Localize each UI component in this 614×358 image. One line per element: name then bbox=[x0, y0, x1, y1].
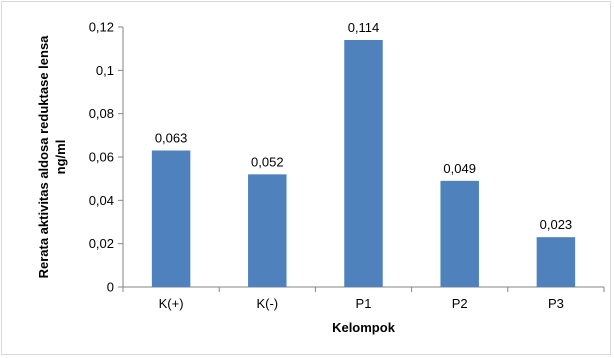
y-tick-label: 0,06 bbox=[89, 150, 114, 165]
y-axis-title-line2: ng/ml bbox=[53, 140, 68, 175]
x-tick-label: P2 bbox=[452, 296, 468, 311]
data-labels: 0,063 0,052 0,114 0,049 0,023 bbox=[155, 20, 572, 232]
y-tick-label: 0,04 bbox=[89, 193, 114, 208]
bars bbox=[151, 40, 576, 287]
y-tick-label: 0,1 bbox=[96, 63, 114, 78]
bar bbox=[248, 174, 287, 287]
x-axis-title: Kelompok bbox=[332, 320, 396, 335]
x-tick-label: P1 bbox=[356, 296, 372, 311]
bar bbox=[151, 150, 191, 287]
y-tick-label: 0,02 bbox=[89, 236, 114, 251]
data-label: 0,049 bbox=[443, 161, 476, 176]
data-label: 0,023 bbox=[540, 217, 573, 232]
y-axis-title-line1: Rerata aktivitas aldosa reduktase lensa bbox=[36, 35, 51, 279]
x-axis: K(+) K(-) P1 P2 P3 bbox=[122, 286, 605, 311]
x-tick-label: K(-) bbox=[256, 296, 278, 311]
y-tick-label: 0 bbox=[107, 280, 114, 295]
y-axis: 0 0,02 0,04 0,06 0,08 0,1 0,12 bbox=[89, 20, 124, 295]
y-tick-label: 0,12 bbox=[89, 20, 114, 35]
x-tick-label: K(+) bbox=[159, 296, 184, 311]
bar bbox=[440, 180, 479, 287]
x-tick-label: P3 bbox=[548, 296, 564, 311]
data-label: 0,063 bbox=[155, 131, 188, 146]
data-label: 0,114 bbox=[348, 20, 380, 35]
y-tick-label: 0,08 bbox=[89, 106, 114, 121]
bar bbox=[344, 40, 383, 287]
data-label: 0,052 bbox=[251, 154, 284, 169]
bar bbox=[536, 237, 576, 287]
